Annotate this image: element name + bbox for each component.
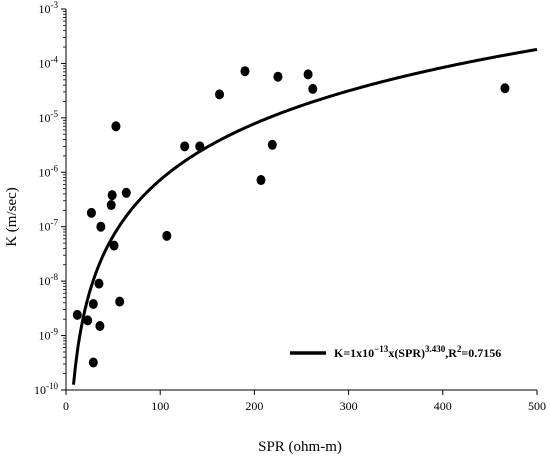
x-axis-title: SPR (ohm-m) (258, 439, 342, 455)
data-point (273, 71, 283, 82)
data-point (267, 139, 277, 150)
y-tick-label: 10-9 (39, 327, 59, 343)
x-tick-label: 400 (434, 399, 452, 413)
data-point (195, 141, 205, 152)
data-point (308, 83, 318, 94)
y-tick-label: 10-3 (39, 0, 59, 16)
legend-r2-exp: 2 (457, 344, 462, 354)
x-tick-label: 0 (63, 399, 69, 413)
legend-middle: x(SPR) (388, 346, 425, 360)
x-tick-label: 100 (151, 399, 169, 413)
y-tick-label: 10-7 (39, 218, 59, 234)
data-point (88, 357, 98, 368)
x-tick-label: 500 (528, 399, 546, 413)
data-points (72, 66, 510, 368)
data-point (256, 175, 266, 186)
data-point (72, 309, 82, 320)
data-point (115, 296, 125, 307)
data-point (107, 190, 117, 201)
legend-prefix: K=1x10 (334, 346, 374, 360)
y-tick-label: 10-8 (39, 272, 59, 288)
legend-label: K=1x10−13x(SPR)3.430,R2=0.7156 (334, 344, 501, 360)
axes (65, 9, 537, 391)
data-point (96, 221, 106, 232)
x-tick-label: 200 (245, 399, 263, 413)
fit-curve (72, 47, 538, 385)
x-tick-label: 300 (340, 399, 358, 413)
data-point (95, 320, 105, 331)
data-point (109, 240, 119, 251)
data-point (83, 315, 93, 326)
legend: K=1x10−13x(SPR)3.430,R2=0.7156 (290, 344, 501, 360)
data-point (240, 66, 250, 77)
data-point (500, 83, 510, 94)
y-tick-label: 10-6 (39, 163, 59, 179)
legend-suffix: ,R (445, 346, 457, 360)
data-point (94, 278, 104, 289)
data-point (215, 89, 225, 100)
data-point (162, 230, 172, 241)
x-axis-ticks: 0 100 200 300 400 500 (63, 390, 546, 413)
data-point (180, 141, 190, 152)
y-tick-label: 10-5 (39, 109, 59, 125)
legend-power: 3.430 (425, 344, 446, 354)
legend-coef-exp: −13 (374, 344, 389, 354)
fit-curve-group (72, 47, 538, 385)
y-axis-title: K (m/sec) (4, 187, 20, 247)
data-point (121, 187, 131, 198)
data-point (86, 207, 96, 218)
y-axis-ticks: 10-10 10-9 10-8 10-7 10-6 10-5 10-4 10-3 (34, 0, 66, 397)
data-point (88, 299, 98, 310)
data-point (111, 121, 121, 132)
y-tick-label: 10-4 (39, 54, 59, 70)
y-tick-label: 10-10 (34, 381, 58, 397)
data-point (303, 69, 313, 80)
data-point (106, 200, 116, 211)
legend-r2-value: =0.7156 (461, 346, 501, 360)
